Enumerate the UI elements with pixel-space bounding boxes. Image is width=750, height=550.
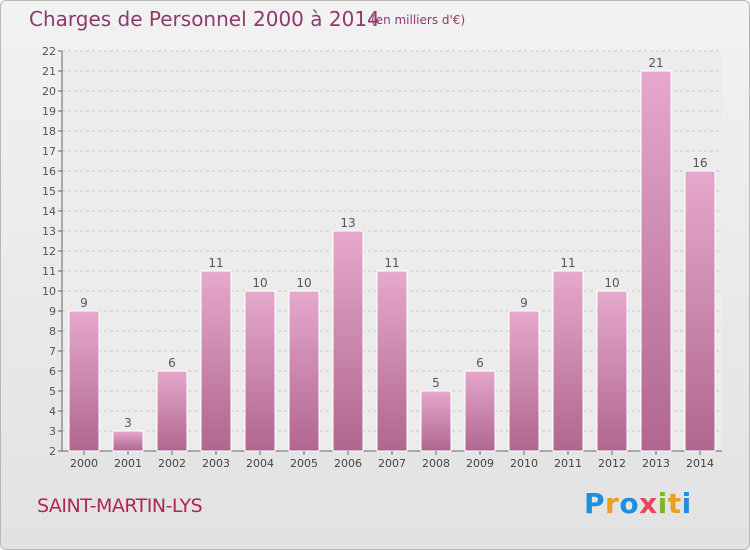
chart-subtitle: (en milliers d'€) [371,13,466,27]
y-tick-label: 18 [42,125,56,138]
logo-letter: r [605,487,620,520]
bar [684,170,716,452]
bar [68,310,100,452]
y-tick-label: 12 [42,245,56,258]
x-tick-label: 2010 [510,457,538,470]
bar [200,270,232,452]
y-tick-label: 21 [42,65,56,78]
bar [112,430,144,452]
bar-value-label: 6 [476,356,484,370]
bar [508,310,540,452]
x-tick-label: 2003 [202,457,230,470]
bar-value-label: 21 [648,56,663,70]
bar-value-label: 3 [124,416,132,430]
y-tick-label: 7 [49,345,56,358]
x-tick-label: 2009 [466,457,494,470]
bar-value-label: 10 [296,276,311,290]
logo-letter: i [681,487,692,520]
x-tick-label: 2011 [554,457,582,470]
chart-title: Charges de Personnel 2000 à 2014 [29,7,380,31]
bar-value-label: 11 [208,256,223,270]
logo-letter: P [584,487,606,520]
logo-letter: i [657,487,668,520]
y-tick-label: 9 [49,305,56,318]
bar [640,70,672,452]
y-tick-label: 14 [42,205,56,218]
bar-value-label: 9 [520,296,528,310]
bar-value-label: 11 [560,256,575,270]
bar-value-label: 5 [432,376,440,390]
bar [376,270,408,452]
y-tick-label: 10 [42,285,56,298]
y-tick-label: 16 [42,165,56,178]
y-tick-label: 2 [49,445,56,458]
y-tick-label: 17 [42,145,56,158]
y-tick-label: 20 [42,85,56,98]
bar [596,290,628,452]
y-tick-label: 15 [42,185,56,198]
bar [156,370,188,452]
x-tick-label: 2005 [290,457,318,470]
y-tick-label: 8 [49,325,56,338]
commune-name: SAINT-MARTIN-LYS [37,495,203,517]
y-tick-label: 22 [42,45,56,58]
x-tick-label: 2002 [158,457,186,470]
x-tick-label: 2012 [598,457,626,470]
y-tick-label: 11 [42,265,56,278]
bar [288,290,320,452]
y-tick-label: 6 [49,365,56,378]
y-tick-label: 3 [49,425,56,438]
x-tick-label: 2004 [246,457,274,470]
bar [244,290,276,452]
logo-letter: o [619,487,640,520]
proxiti-logo: Proxiti [584,487,692,520]
y-tick-label: 5 [49,385,56,398]
bar-value-label: 6 [168,356,176,370]
bar [552,270,584,452]
bar-value-label: 16 [692,156,707,170]
logo-letter: t [667,487,682,520]
logo-letter: x [639,487,658,520]
x-tick-label: 2014 [686,457,714,470]
bar-value-label: 10 [604,276,619,290]
x-tick-label: 2006 [334,457,362,470]
x-tick-label: 2007 [378,457,406,470]
bar-value-label: 11 [384,256,399,270]
y-tick-label: 19 [42,105,56,118]
x-tick-label: 2001 [114,457,142,470]
bar [464,370,496,452]
x-tick-label: 2000 [70,457,98,470]
x-tick-label: 2008 [422,457,450,470]
bar [332,230,364,452]
y-tick-label: 13 [42,225,56,238]
x-tick-label: 2013 [642,457,670,470]
bar [420,390,452,452]
y-tick-label: 4 [49,405,56,418]
bar-value-label: 10 [252,276,267,290]
bar-value-label: 13 [340,216,355,230]
bar-value-label: 9 [80,296,88,310]
